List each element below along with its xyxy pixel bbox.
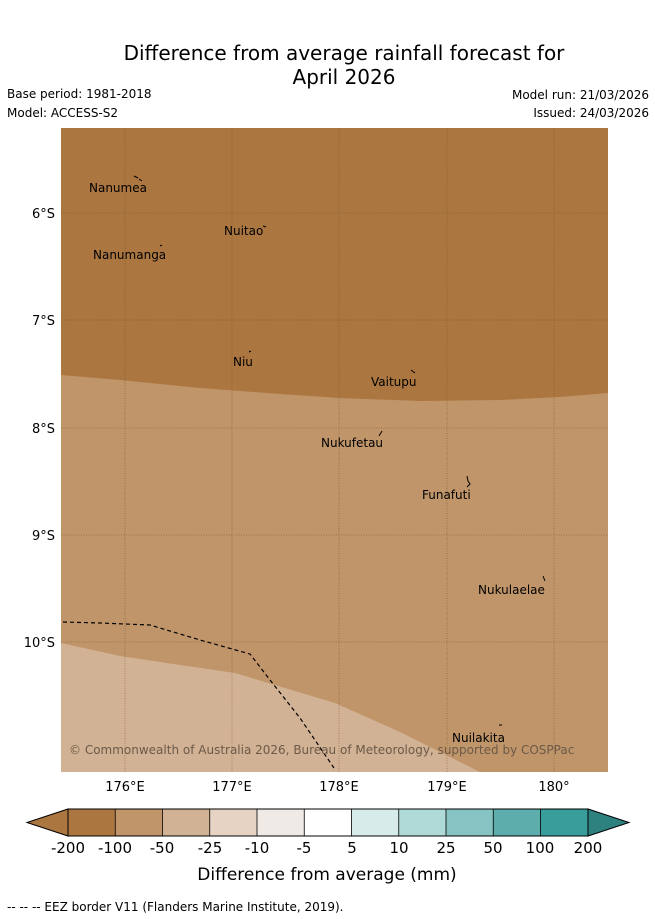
region-below-25 — [61, 643, 480, 772]
island-outlines — [133, 175, 546, 726]
issued-date: Issued: 24/03/2026 — [533, 106, 649, 120]
colorbar-tick: 25 — [436, 839, 455, 857]
island-label-nanumea: Nanumea — [89, 181, 147, 195]
lat-label-8s: 8°S — [32, 422, 55, 437]
lat-label-9s: 9°S — [32, 529, 55, 544]
colorbar-segment — [540, 809, 588, 836]
colorbar-tick: 5 — [347, 839, 357, 857]
lon-label-177e: 177°E — [212, 780, 252, 795]
model-name: Model: ACCESS-S2 — [7, 106, 119, 120]
island-label-funafuti: Funafuti — [422, 488, 471, 502]
title-line-1: Difference from average rainfall forecas… — [123, 41, 565, 65]
lon-label-180: 180° — [538, 780, 569, 795]
colorbar-segment — [351, 809, 399, 836]
colorbar-frame — [67, 808, 589, 837]
colorbar-segment — [115, 809, 163, 836]
colorbar-tick: 100 — [526, 839, 555, 857]
island-label-nukulaelae: Nukulaelae — [478, 583, 545, 597]
colorbar-extend-low — [25, 808, 69, 837]
island-label-nanumanga: Nanumanga — [93, 248, 166, 262]
lon-label-176e: 176°E — [105, 780, 145, 795]
colorbar-tick: -100 — [98, 839, 132, 857]
colorbar-segment — [493, 809, 541, 836]
island-label-nuitao: Nuitao — [224, 224, 263, 238]
colorbar — [25, 808, 631, 837]
lat-label-10s: 10°S — [24, 636, 55, 651]
map-title: Difference from average rainfall forecas… — [0, 41, 655, 89]
colorbar-tick: 200 — [574, 839, 603, 857]
nukulaelae-outline — [542, 575, 546, 582]
colorbar-segment — [398, 809, 446, 836]
nanumea-outline — [133, 175, 143, 182]
eez-footnote: -- -- -- EEZ border V11 (Flanders Marine… — [7, 900, 344, 914]
colorbar-segment — [209, 809, 257, 836]
eez-border — [62, 621, 335, 769]
base-period: Base period: 1981-2018 — [7, 87, 152, 101]
colorbar-tick: -200 — [51, 839, 85, 857]
graticule — [61, 128, 608, 772]
colorbar-tick: 10 — [389, 839, 408, 857]
model-run: Model run: 21/03/2026 — [511, 88, 649, 102]
funafuti-outline — [466, 475, 471, 488]
colorbar-tick: -10 — [245, 839, 270, 857]
lat-label-6s: 6°S — [32, 207, 55, 222]
lon-label-179e: 179°E — [427, 780, 467, 795]
title-line-2: April 2026 — [292, 65, 396, 89]
map-fill — [61, 128, 608, 772]
colorbar-segment — [304, 809, 352, 836]
nukufetau-outline — [378, 430, 383, 437]
nanumanga-outline — [159, 244, 163, 247]
colorbar-segment — [257, 809, 305, 836]
island-label-nukufetau: Nukufetau — [321, 436, 383, 450]
colorbar-extend-high — [587, 808, 631, 837]
lat-label-7s: 7°S — [32, 314, 55, 329]
colorbar-tick: 50 — [483, 839, 502, 857]
niu-outline — [248, 350, 252, 353]
colorbar-segment — [162, 809, 210, 836]
colorbar-tick: -25 — [198, 839, 223, 857]
nuitao-outline — [262, 225, 267, 228]
island-label-nuilakita: Nuilakita — [452, 731, 505, 745]
island-label-vaitupu: Vaitupu — [371, 375, 417, 389]
copyright-notice: © Commonwealth of Australia 2026, Bureau… — [69, 743, 574, 757]
colorbar-tick: -5 — [297, 839, 312, 857]
colorbar-label: Difference from average (mm) — [197, 865, 456, 885]
island-label-niu: Niu — [233, 355, 253, 369]
lon-label-178e: 178°E — [319, 780, 359, 795]
vaitupu-outline — [410, 369, 416, 374]
colorbar-tick: -50 — [150, 839, 175, 857]
colorbar-segment — [68, 809, 116, 836]
colorbar-segment — [446, 809, 494, 836]
